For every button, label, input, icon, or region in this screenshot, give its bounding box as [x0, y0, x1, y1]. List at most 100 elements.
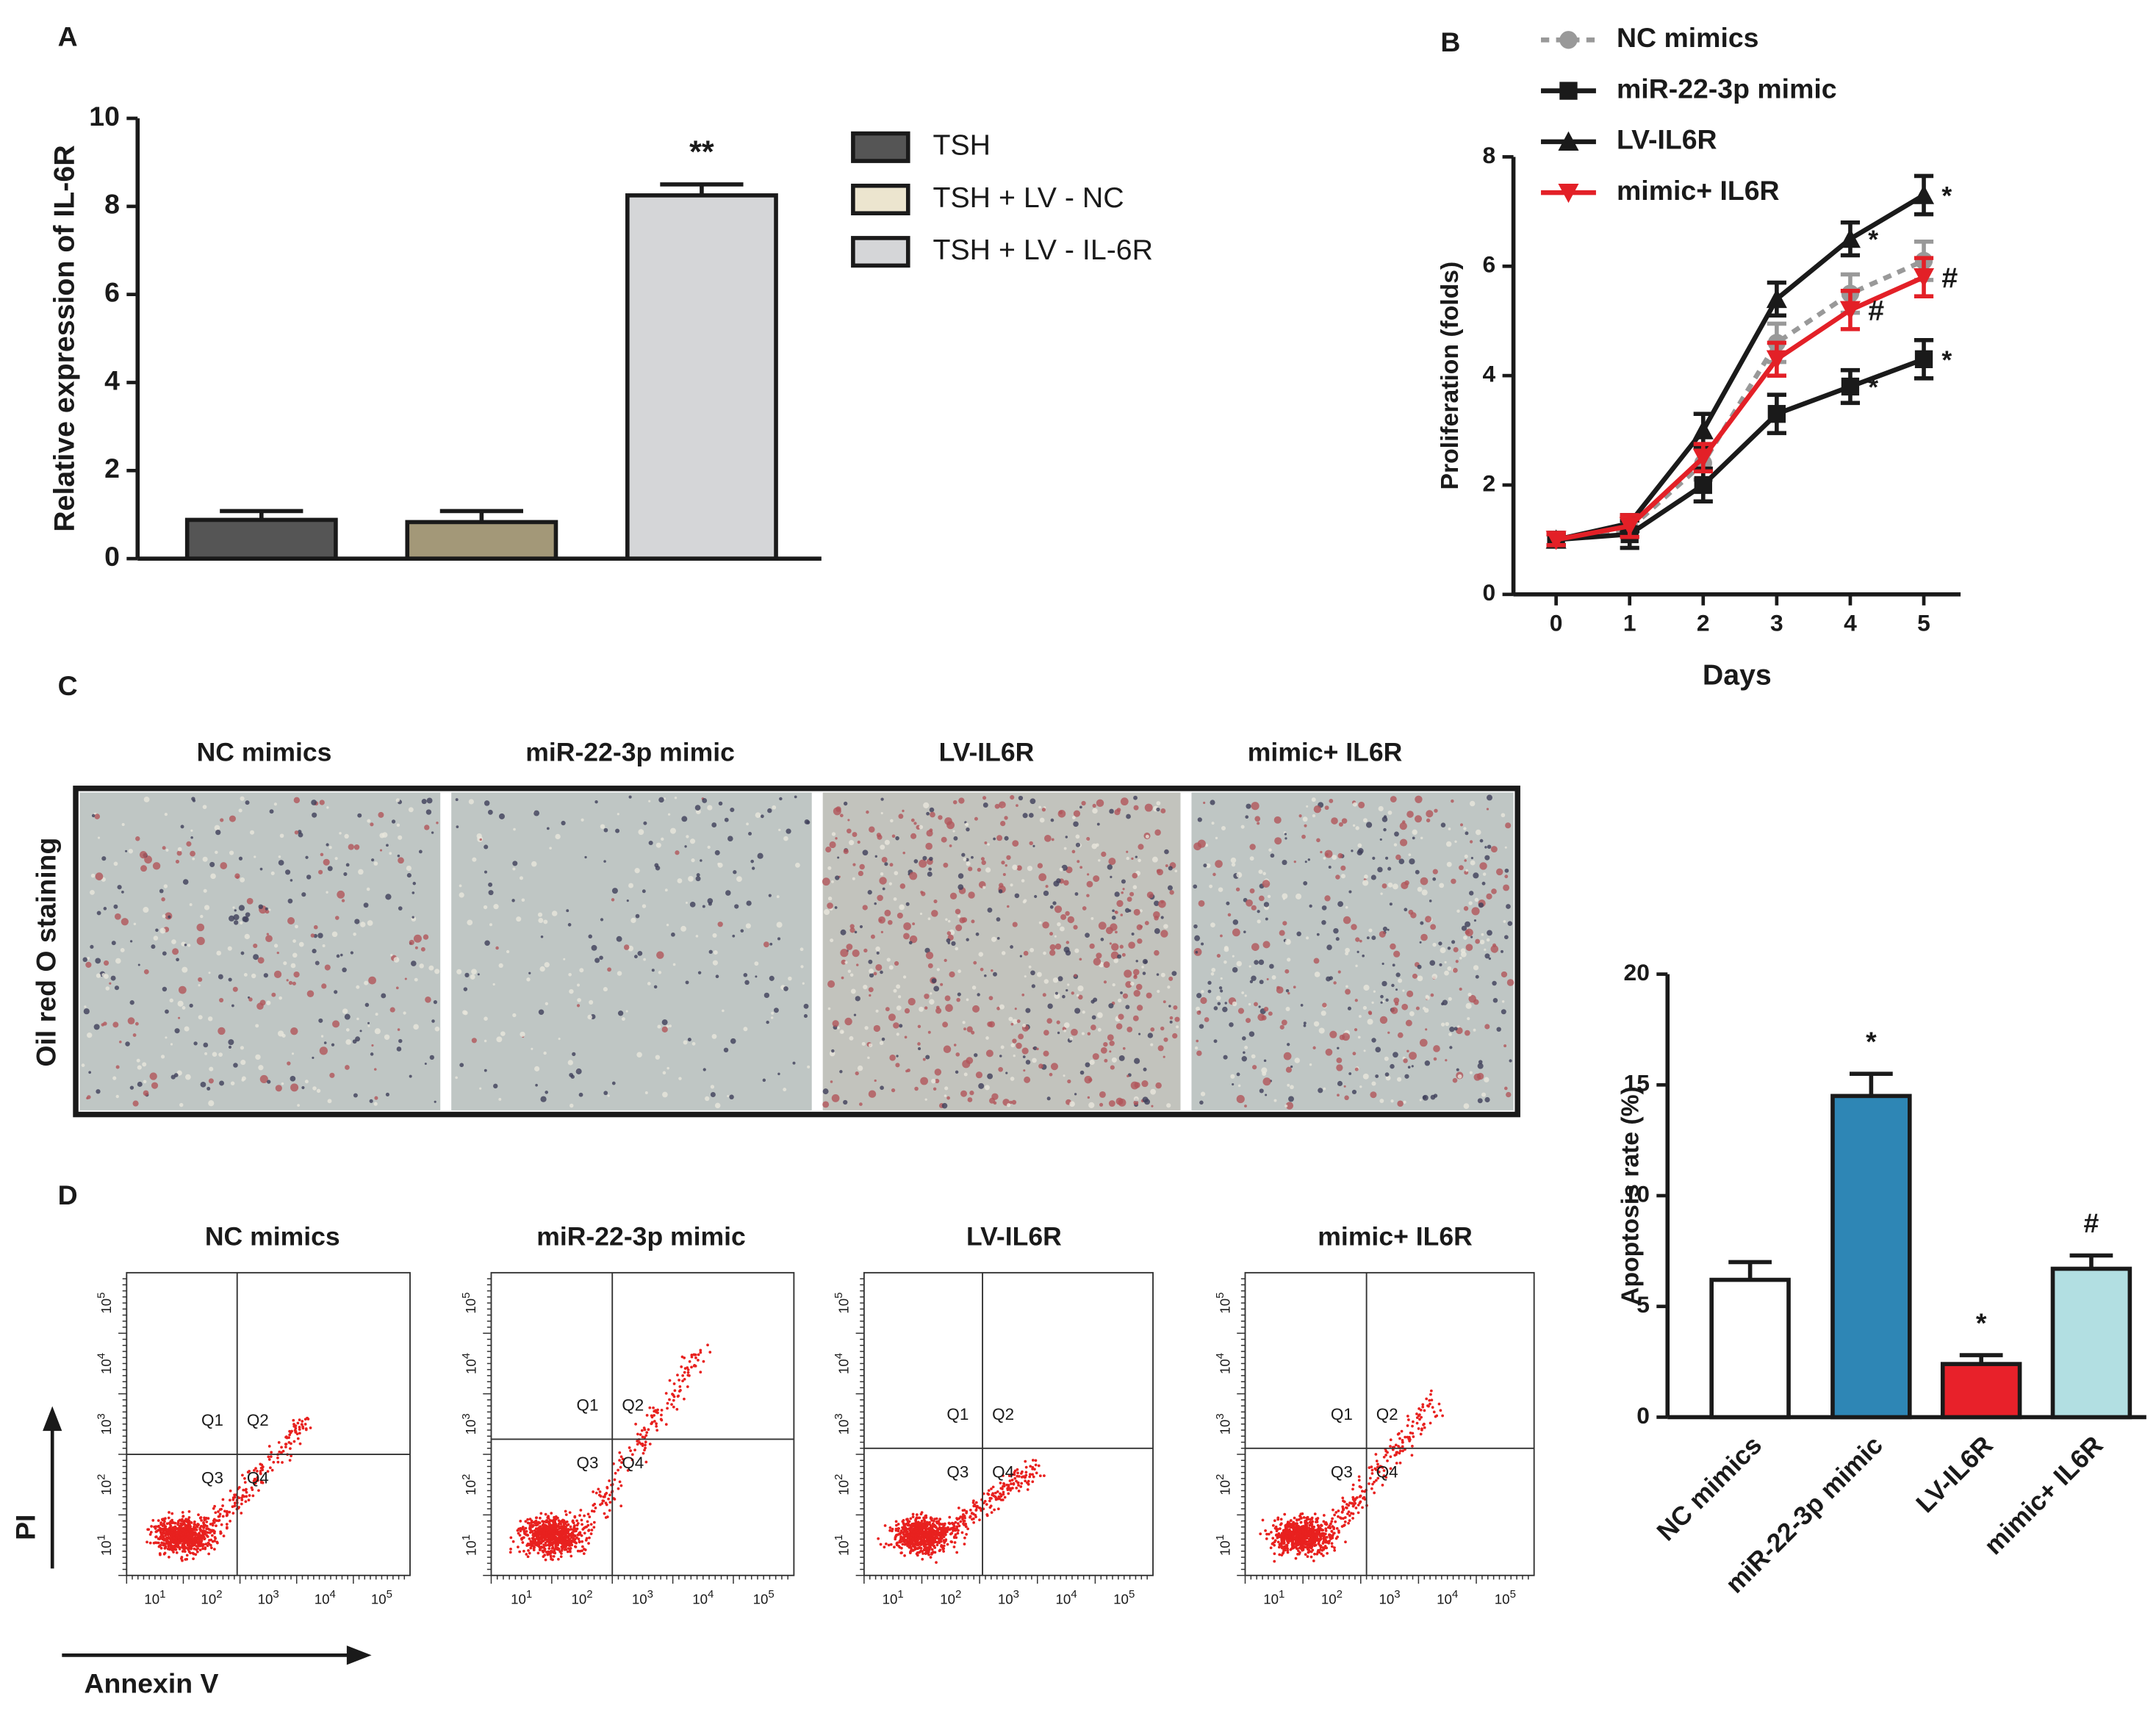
- micrograph-dot: [657, 1024, 661, 1029]
- micrograph-dot: [142, 1062, 147, 1067]
- micrograph-dot: [1032, 844, 1035, 847]
- micrograph-dot: [846, 944, 853, 950]
- micrograph-dot: [972, 1005, 980, 1013]
- flow-event: [664, 1423, 668, 1426]
- micrograph-dot: [328, 846, 332, 850]
- micrograph-dot: [1043, 979, 1049, 984]
- micrograph-dot: [1487, 844, 1492, 850]
- flow-event: [608, 1509, 611, 1512]
- flow-event: [176, 1545, 179, 1548]
- micrograph-dot: [1018, 1033, 1024, 1040]
- micrograph-dot: [1139, 909, 1143, 913]
- flow-event: [680, 1365, 683, 1368]
- micrograph-dot: [984, 1085, 990, 1091]
- micrograph-bg: [79, 792, 441, 1110]
- micrograph-dot: [1478, 1060, 1483, 1064]
- tick-base: 10: [463, 1299, 478, 1314]
- flow-event: [254, 1477, 257, 1481]
- micrograph-dot: [861, 1041, 866, 1046]
- flow-event: [531, 1533, 535, 1537]
- micrograph-dot: [625, 1010, 628, 1013]
- flow-event: [267, 1458, 271, 1461]
- micrograph-dot: [974, 816, 978, 821]
- micrograph-dot: [1151, 856, 1158, 863]
- micrograph-dot: [178, 1016, 181, 1019]
- micrograph-dot: [1337, 901, 1344, 908]
- y-tick-label: 101: [96, 1534, 114, 1556]
- micrograph-dot: [1393, 843, 1398, 847]
- micrograph-dot: [1393, 997, 1400, 1004]
- micrograph-dot: [424, 1063, 427, 1066]
- micrograph-dot: [1201, 942, 1204, 946]
- micrograph-dot: [192, 857, 195, 861]
- marker: [1913, 184, 1935, 204]
- flow-event: [193, 1547, 196, 1551]
- micrograph-dot: [777, 1072, 780, 1076]
- micrograph-dot: [364, 1002, 370, 1008]
- flow-event: [219, 1530, 223, 1534]
- micrograph-dot: [1448, 996, 1452, 1001]
- flow-event: [680, 1355, 684, 1359]
- flow-event: [521, 1526, 525, 1529]
- micrograph-dot: [603, 827, 608, 833]
- micrograph-dot: [1196, 1039, 1199, 1043]
- micrograph-dot: [1383, 815, 1387, 819]
- flow-event: [563, 1544, 567, 1548]
- micrograph-dot: [1331, 817, 1338, 825]
- micrograph-dot: [287, 917, 295, 925]
- flow-event: [925, 1539, 928, 1543]
- micrograph-dot: [1132, 1015, 1139, 1021]
- flow-event: [240, 1512, 243, 1515]
- micrograph-dot: [238, 808, 242, 813]
- flow-event: [256, 1476, 259, 1479]
- flow-event: [187, 1510, 191, 1513]
- micrograph-dot: [159, 888, 164, 894]
- micrograph-dot: [607, 1094, 610, 1097]
- micrograph-dot: [1169, 890, 1174, 895]
- micrograph-dot: [543, 1051, 547, 1055]
- micrograph-dot: [240, 877, 245, 883]
- micrograph-dot: [1399, 838, 1408, 847]
- micrograph-dot: [831, 1049, 835, 1053]
- flow-event: [225, 1510, 229, 1514]
- flow-event: [169, 1545, 173, 1548]
- flow-event: [245, 1490, 248, 1494]
- micrograph-dot: [356, 1017, 359, 1021]
- micrograph-dot: [1173, 1005, 1178, 1010]
- micrograph-dot: [1007, 905, 1010, 908]
- micrograph-dot: [1096, 799, 1104, 808]
- flow-event: [589, 1523, 593, 1526]
- micrograph-dot: [1160, 916, 1164, 919]
- micrograph-dot: [637, 950, 643, 956]
- flow-event: [296, 1437, 300, 1440]
- micrograph-dot: [957, 884, 964, 890]
- flow-event: [168, 1543, 171, 1545]
- micrograph-dot: [327, 1099, 332, 1104]
- micrograph-dot: [155, 928, 159, 932]
- micrograph-dot: [1120, 991, 1123, 994]
- flow-event: [706, 1343, 709, 1347]
- micrograph-dot: [498, 1098, 502, 1101]
- annotation: *: [1941, 345, 1952, 375]
- tick-base: 10: [258, 1591, 273, 1606]
- micrograph-dot: [1246, 803, 1251, 809]
- micrograph-dot: [1313, 1021, 1320, 1027]
- micrograph-dot: [1486, 893, 1492, 899]
- micrograph-dot: [1073, 810, 1081, 817]
- micrograph-dot: [1379, 1016, 1388, 1024]
- flow-event: [909, 1517, 913, 1520]
- micrograph-dot: [1133, 1100, 1139, 1106]
- micrograph-dot: [689, 901, 696, 908]
- x-tick-label: 104: [692, 1588, 714, 1606]
- flow-event: [162, 1522, 165, 1526]
- micrograph-dot: [1160, 1026, 1165, 1031]
- micrograph-dot: [240, 796, 245, 801]
- y-tick-label: 0: [1636, 1402, 1650, 1429]
- flow-event: [644, 1446, 647, 1450]
- flow-event: [614, 1471, 617, 1475]
- micrograph-dot: [1348, 890, 1352, 894]
- micrograph-dot: [1135, 960, 1138, 963]
- micrograph-dot: [1223, 960, 1227, 964]
- flow-event: [200, 1525, 204, 1528]
- micrograph-dot: [1366, 936, 1370, 940]
